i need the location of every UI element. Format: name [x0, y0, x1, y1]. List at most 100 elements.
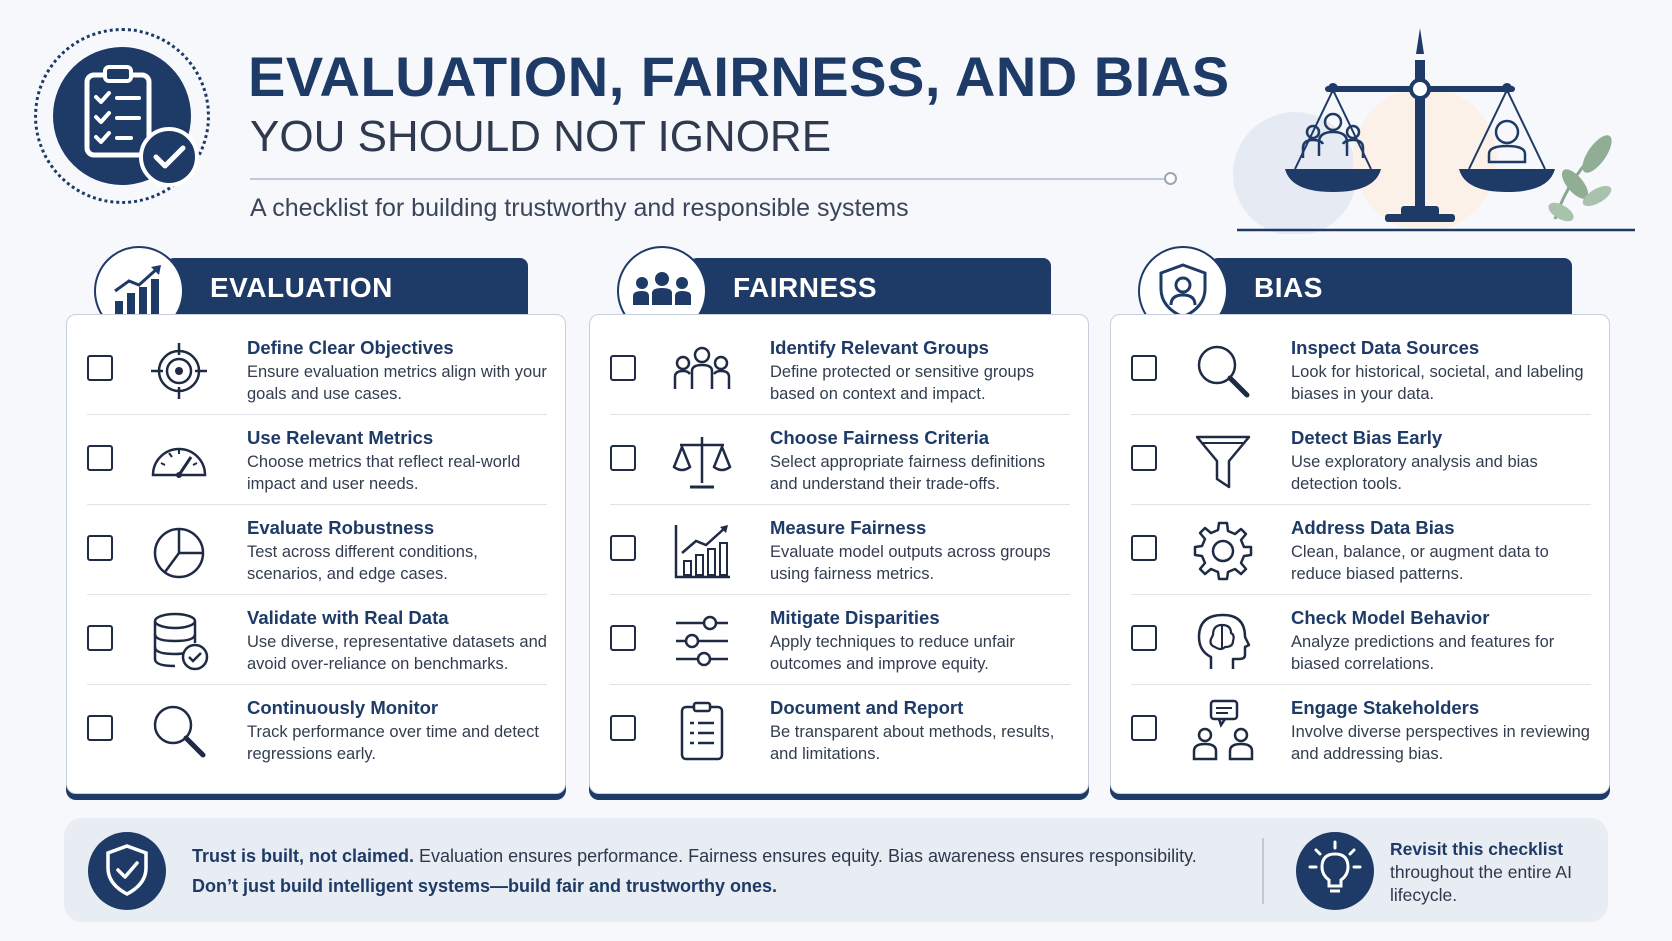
checkbox[interactable]	[87, 535, 113, 561]
balance-scale-icon	[1233, 28, 1635, 234]
people-chat-icon	[1192, 699, 1254, 761]
clipboard-list-icon	[680, 701, 724, 761]
checkbox[interactable]	[610, 355, 636, 381]
revisit-rest: throughout the entire AI lifecycle.	[1390, 862, 1572, 905]
sliders-icon	[676, 615, 728, 667]
footer-banner: Trust is built, not claimed. Evaluation …	[64, 818, 1608, 922]
checklist-item: Mitigate Disparities Apply techniques to…	[606, 595, 1070, 685]
item-title: Define Clear Objectives	[247, 337, 454, 358]
lightbulb-icon	[1308, 840, 1362, 893]
gear-icon	[1193, 521, 1253, 581]
footer-callout: Don’t just build intelligent systems—bui…	[192, 876, 778, 896]
item-title: Identify Relevant Groups	[770, 337, 989, 358]
item-description: Apply techniques to reduce unfair outcom…	[770, 633, 1015, 673]
tagline: A checklist for building trustworthy and…	[250, 194, 909, 222]
checkbox[interactable]	[87, 625, 113, 651]
checklist-item: Identify Relevant Groups Define protecte…	[606, 325, 1070, 415]
item-description: Define protected or sensitive groups bas…	[770, 363, 1035, 403]
item-title: Evaluate Robustness	[247, 517, 435, 538]
checkbox[interactable]	[1131, 355, 1157, 381]
checkbox[interactable]	[1131, 625, 1157, 651]
bias-card: Inspect Data Sources Look for historical…	[1110, 314, 1610, 794]
checklist-item: Engage Stakeholders Involve diverse pers…	[1127, 685, 1591, 775]
item-title: Mitigate Disparities	[770, 607, 940, 628]
item-description: Clean, balance, or augment data to reduc…	[1291, 543, 1549, 583]
item-title: Continuously Monitor	[247, 697, 439, 718]
footer-bulb	[1296, 832, 1374, 910]
target-icon	[151, 343, 207, 399]
title-divider-dot	[1164, 172, 1177, 185]
checkbox[interactable]	[87, 445, 113, 471]
database-check-icon	[153, 612, 209, 671]
checkbox[interactable]	[610, 715, 636, 741]
evaluation-tab: EVALUATION	[166, 258, 528, 316]
shield-person-icon	[1159, 263, 1207, 319]
footer-statement: Trust is built, not claimed. Evaluation …	[192, 846, 1197, 867]
checklist-item: Continuously Monitor Track performance o…	[83, 685, 547, 775]
bias-column: BIAS Inspect Data Sources Look for histo…	[1110, 246, 1610, 794]
checkbox[interactable]	[87, 355, 113, 381]
checklist-item: Validate with Real Data Use diverse, rep…	[83, 595, 547, 685]
funnel-icon	[1195, 435, 1251, 489]
item-title: Check Model Behavior	[1291, 607, 1490, 628]
page-title: EVALUATION, FAIRNESS, AND BIAS	[248, 45, 1230, 108]
item-title: Document and Report	[770, 697, 964, 718]
checkbox[interactable]	[610, 535, 636, 561]
checkbox[interactable]	[1131, 715, 1157, 741]
bar-trend-icon	[674, 525, 730, 579]
item-description: Be transparent about methods, results, a…	[770, 723, 1055, 763]
checklist-item: Address Data Bias Clean, balance, or aug…	[1127, 505, 1591, 595]
checklist-item: Choose Fairness Criteria Select appropri…	[606, 415, 1070, 505]
footer-lead-rest: Evaluation ensures performance. Fairness…	[414, 846, 1197, 866]
item-title: Inspect Data Sources	[1291, 337, 1480, 358]
fairness-card: Identify Relevant Groups Define protecte…	[589, 314, 1089, 794]
bias-heading: BIAS	[1254, 272, 1323, 303]
item-description: Choose metrics that reflect real-world i…	[247, 453, 521, 493]
item-description: Select appropriate fairness definitions …	[770, 453, 1046, 493]
item-description: Involve diverse perspectives in reviewin…	[1291, 723, 1590, 763]
title-divider	[250, 178, 1170, 180]
checklist-item: Measure Fairness Evaluate model outputs …	[606, 505, 1070, 595]
header-badge	[34, 28, 210, 204]
magnifier-icon	[1197, 345, 1250, 398]
item-description: Ensure evaluation metrics align with you…	[247, 363, 547, 403]
checkbox[interactable]	[1131, 445, 1157, 471]
item-description: Analyze predictions and features for bia…	[1291, 633, 1555, 673]
checklist-item: Document and Report Be transparent about…	[606, 685, 1070, 775]
evaluation-column: EVALUATION Define Clear Objectives	[66, 246, 566, 794]
gauge-icon	[151, 447, 207, 478]
evaluation-card: Define Clear Objectives Ensure evaluatio…	[66, 314, 566, 794]
item-description: Use diverse, representative datasets and…	[247, 633, 547, 673]
item-title: Measure Fairness	[770, 517, 927, 538]
item-description: Test across different conditions, scenar…	[247, 543, 478, 583]
item-title: Choose Fairness Criteria	[770, 427, 989, 448]
item-title: Address Data Bias	[1291, 517, 1455, 538]
revisit-bold: Revisit this checklist	[1390, 839, 1564, 859]
checkbox[interactable]	[1131, 535, 1157, 561]
checkbox[interactable]	[610, 625, 636, 651]
footer-shield	[88, 832, 166, 910]
checklist-item: Use Relevant Metrics Choose metrics that…	[83, 415, 547, 505]
scale-icon	[672, 437, 732, 489]
checkbox[interactable]	[87, 715, 113, 741]
checkbox[interactable]	[610, 445, 636, 471]
item-title: Validate with Real Data	[247, 607, 449, 628]
item-description: Use exploratory analysis and bias detect…	[1291, 453, 1538, 493]
bias-tab: BIAS	[1210, 258, 1572, 316]
item-description: Track performance over time and detect r…	[247, 723, 539, 763]
footer-divider	[1262, 838, 1264, 904]
checklist-item: Define Clear Objectives Ensure evaluatio…	[83, 325, 547, 415]
clipboard-check-icon	[84, 65, 199, 187]
footer-lead-bold: Trust is built, not claimed.	[192, 846, 415, 866]
checklist-item: Detect Bias Early Use exploratory analys…	[1127, 415, 1591, 505]
fairness-column: FAIRNESS Identify Relevant Groups Define…	[589, 246, 1089, 794]
checklist-item: Evaluate Robustness Test across differen…	[83, 505, 547, 595]
item-description: Look for historical, societal, and label…	[1291, 363, 1584, 403]
page-subtitle: YOU SHOULD NOT IGNORE	[250, 112, 832, 161]
revisit-note: Revisit this checklist throughout the ent…	[1390, 838, 1590, 907]
growth-chart-icon	[114, 265, 161, 315]
head-brain-icon	[1197, 613, 1251, 669]
magnifier-icon	[153, 705, 206, 758]
item-title: Detect Bias Early	[1291, 427, 1443, 448]
item-title: Engage Stakeholders	[1291, 697, 1480, 718]
